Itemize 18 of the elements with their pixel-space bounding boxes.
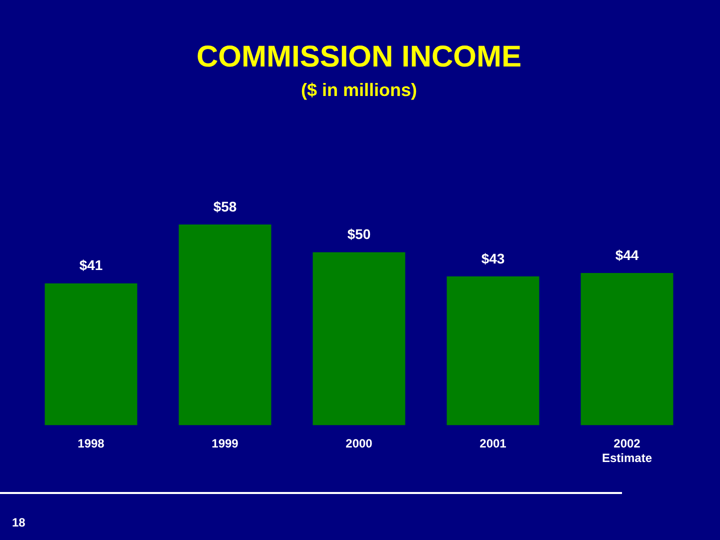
x-tick-label: 2001 bbox=[480, 436, 507, 451]
text: 18 bbox=[12, 515, 26, 530]
x-tick-label: 1999 bbox=[212, 436, 239, 451]
bar bbox=[312, 252, 406, 426]
x-tick-label: 2000 bbox=[346, 436, 373, 451]
data-label: $58 bbox=[213, 198, 237, 214]
chart-title: COMMISSION INCOME bbox=[196, 40, 522, 74]
data-label: $41 bbox=[79, 257, 103, 274]
bar bbox=[580, 272, 674, 426]
chart-subtitle: ($ in millions) bbox=[300, 80, 418, 100]
data-label: $44 bbox=[615, 246, 639, 263]
bar bbox=[178, 224, 272, 426]
x-tick-label: 1998 bbox=[78, 436, 105, 451]
data-label: $50 bbox=[347, 226, 371, 242]
data-label: $43 bbox=[481, 250, 505, 266]
x-tick-label: 2002 Estimate bbox=[602, 436, 652, 466]
bar bbox=[44, 283, 138, 426]
bar bbox=[446, 276, 540, 426]
